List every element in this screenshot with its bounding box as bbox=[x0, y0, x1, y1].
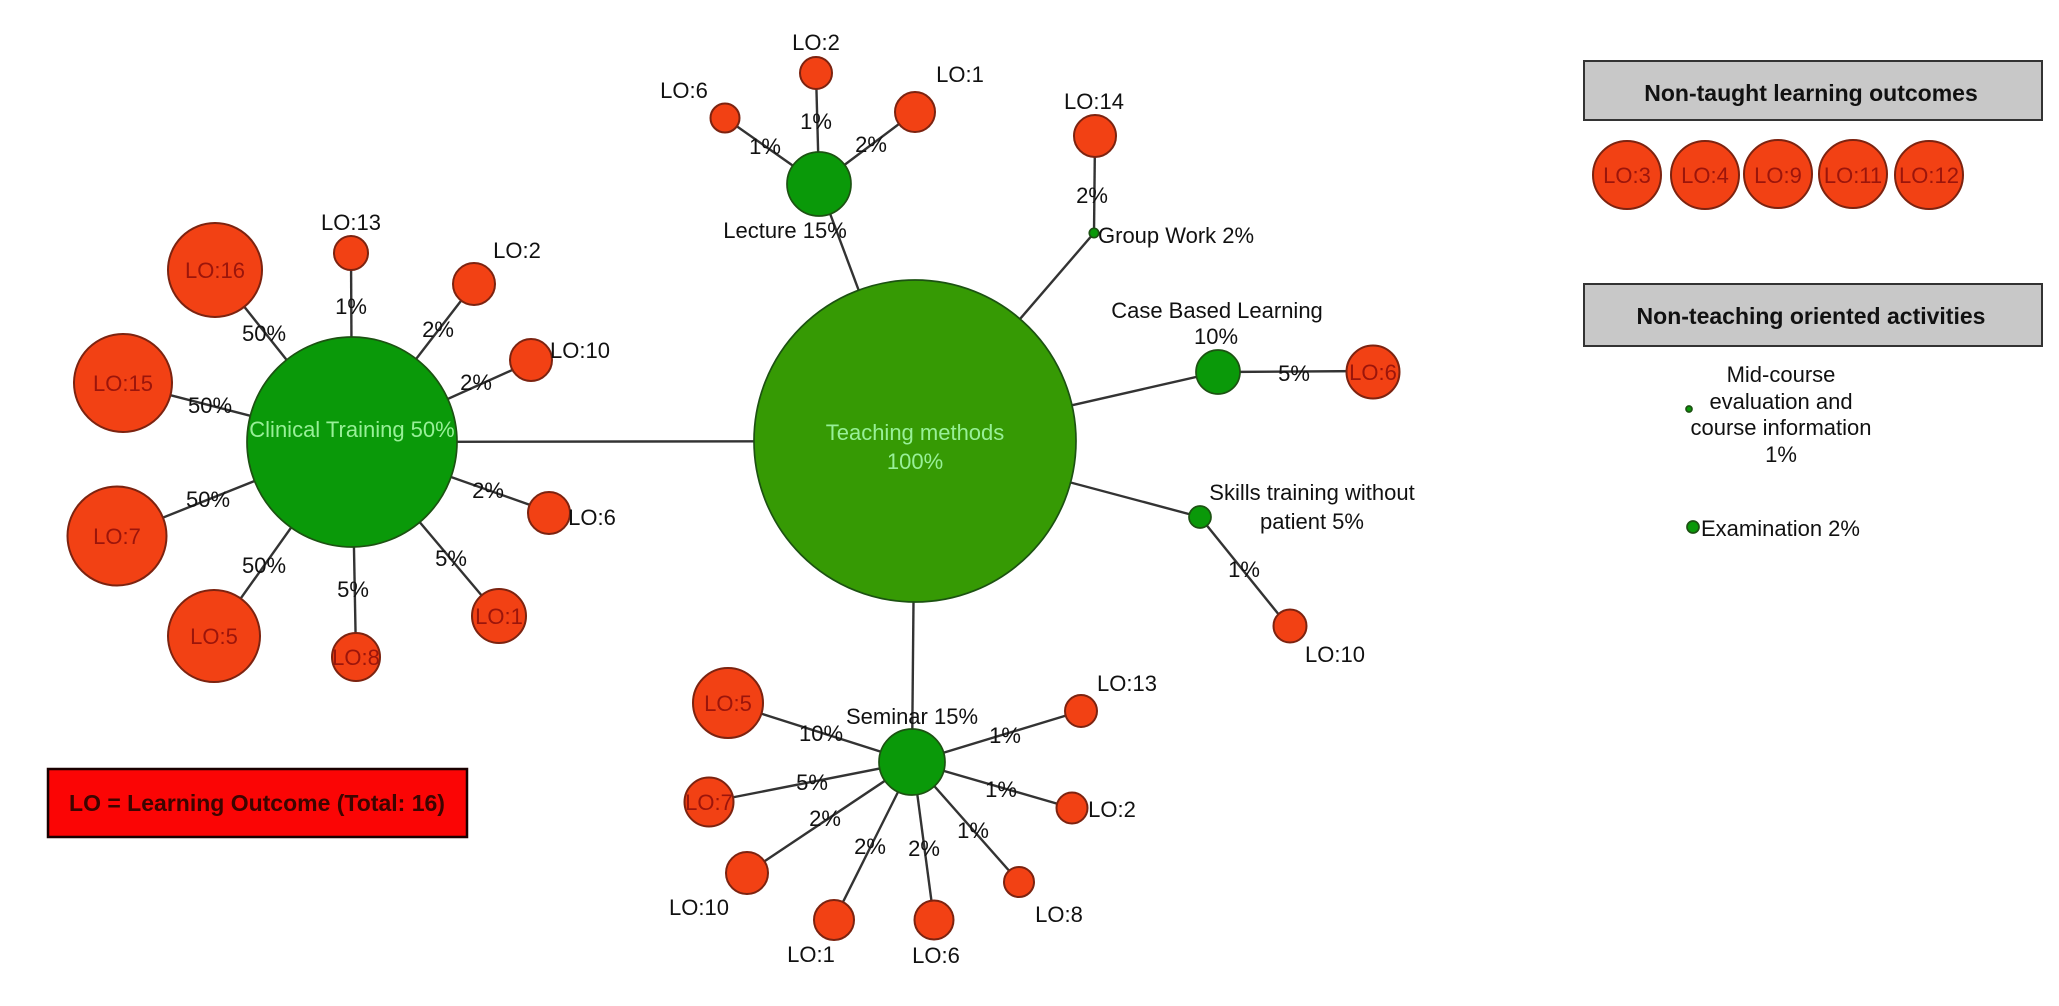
svg-text:LO:13: LO:13 bbox=[321, 210, 381, 235]
svg-text:LO:13: LO:13 bbox=[1097, 671, 1157, 696]
svg-text:1%: 1% bbox=[1765, 442, 1797, 467]
svg-text:LO:2: LO:2 bbox=[1088, 797, 1136, 822]
svg-text:1%: 1% bbox=[985, 777, 1017, 802]
svg-text:50%: 50% bbox=[242, 553, 286, 578]
svg-text:50%: 50% bbox=[242, 321, 286, 346]
svg-text:Skills training without: Skills training without bbox=[1209, 480, 1414, 505]
svg-text:LO = Learning Outcome (Total:: LO = Learning Outcome (Total: 16) bbox=[69, 790, 445, 816]
svg-text:LO:10: LO:10 bbox=[550, 338, 610, 363]
svg-text:LO:11: LO:11 bbox=[1824, 163, 1882, 188]
svg-text:LO:14: LO:14 bbox=[1064, 89, 1124, 114]
svg-text:LO:5: LO:5 bbox=[704, 691, 752, 716]
svg-text:LO:6: LO:6 bbox=[1349, 360, 1397, 385]
svg-text:LO:9: LO:9 bbox=[1754, 163, 1802, 188]
svg-text:1%: 1% bbox=[1228, 557, 1260, 582]
svg-text:Lecture 15%: Lecture 15% bbox=[723, 218, 847, 243]
svg-text:LO:8: LO:8 bbox=[1035, 902, 1083, 927]
svg-text:LO:15: LO:15 bbox=[93, 371, 153, 396]
svg-text:Examination 2%: Examination 2% bbox=[1701, 516, 1860, 541]
svg-text:LO:7: LO:7 bbox=[93, 524, 141, 549]
svg-text:LO:6: LO:6 bbox=[912, 943, 960, 968]
svg-text:Non-teaching oriented activiti: Non-teaching oriented activities bbox=[1637, 303, 1986, 329]
svg-text:LO:5: LO:5 bbox=[190, 624, 238, 649]
svg-text:10%: 10% bbox=[799, 721, 843, 746]
svg-text:LO:1: LO:1 bbox=[936, 62, 984, 87]
svg-text:2%: 2% bbox=[422, 317, 454, 342]
svg-text:Case Based Learning: Case Based Learning bbox=[1111, 298, 1323, 323]
svg-text:Group Work 2%: Group Work 2% bbox=[1098, 223, 1254, 248]
svg-text:LO:8: LO:8 bbox=[332, 645, 380, 670]
svg-text:100%: 100% bbox=[887, 449, 943, 474]
svg-text:2%: 2% bbox=[854, 834, 886, 859]
svg-text:2%: 2% bbox=[908, 836, 940, 861]
svg-text:1%: 1% bbox=[800, 109, 832, 134]
svg-text:2%: 2% bbox=[1076, 183, 1108, 208]
svg-text:5%: 5% bbox=[337, 577, 369, 602]
svg-text:LO:2: LO:2 bbox=[792, 30, 840, 55]
svg-text:Non-taught learning outcomes: Non-taught learning outcomes bbox=[1644, 80, 1978, 106]
svg-text:LO:6: LO:6 bbox=[568, 505, 616, 530]
svg-text:1%: 1% bbox=[749, 134, 781, 159]
svg-text:5%: 5% bbox=[435, 546, 467, 571]
svg-text:evaluation and: evaluation and bbox=[1709, 389, 1852, 414]
svg-text:LO:2: LO:2 bbox=[493, 238, 541, 263]
svg-text:LO:12: LO:12 bbox=[1899, 163, 1959, 188]
svg-text:Seminar 15%: Seminar 15% bbox=[846, 704, 978, 729]
svg-text:Clinical Training 50%: Clinical Training 50% bbox=[249, 417, 454, 442]
svg-text:1%: 1% bbox=[989, 723, 1021, 748]
svg-text:2%: 2% bbox=[855, 132, 887, 157]
svg-text:LO:1: LO:1 bbox=[787, 942, 835, 967]
svg-text:5%: 5% bbox=[796, 770, 828, 795]
svg-text:LO:4: LO:4 bbox=[1681, 163, 1729, 188]
svg-text:2%: 2% bbox=[460, 370, 492, 395]
svg-text:LO:16: LO:16 bbox=[185, 258, 245, 283]
svg-text:2%: 2% bbox=[472, 478, 504, 503]
svg-text:LO:6: LO:6 bbox=[660, 78, 708, 103]
svg-text:1%: 1% bbox=[335, 294, 367, 319]
svg-text:patient 5%: patient 5% bbox=[1260, 509, 1364, 534]
svg-text:LO:10: LO:10 bbox=[669, 895, 729, 920]
svg-text:50%: 50% bbox=[188, 393, 232, 418]
svg-text:LO:1: LO:1 bbox=[475, 604, 523, 629]
svg-text:2%: 2% bbox=[809, 806, 841, 831]
svg-text:1%: 1% bbox=[957, 818, 989, 843]
svg-text:LO:10: LO:10 bbox=[1305, 642, 1365, 667]
svg-text:course information: course information bbox=[1691, 415, 1872, 440]
svg-text:Mid-course: Mid-course bbox=[1727, 362, 1836, 387]
svg-text:10%: 10% bbox=[1194, 324, 1238, 349]
svg-text:LO:3: LO:3 bbox=[1603, 163, 1651, 188]
svg-text:5%: 5% bbox=[1278, 361, 1310, 386]
svg-text:Teaching methods: Teaching methods bbox=[826, 420, 1005, 445]
svg-text:50%: 50% bbox=[186, 487, 230, 512]
svg-text:LO:7: LO:7 bbox=[685, 790, 733, 815]
